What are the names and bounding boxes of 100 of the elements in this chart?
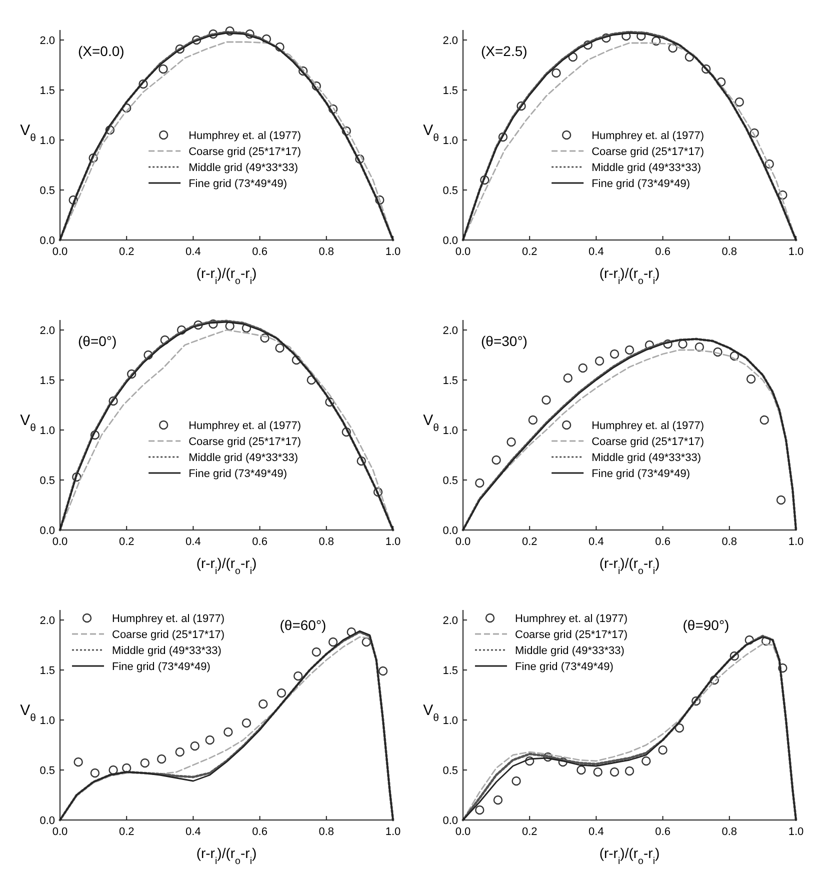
point — [694, 342, 704, 352]
point — [175, 747, 184, 757]
legend-label: Middle grid (49*33*33) — [112, 644, 222, 657]
y-tick-label: 1.0 — [442, 424, 458, 437]
y-tick-label: 2.0 — [40, 34, 55, 47]
y-tick-label: 0.5 — [40, 184, 55, 197]
legend-label: Coarse grid (25*17*17) — [112, 628, 225, 641]
annotation: (X=2.5) — [481, 43, 528, 59]
point — [138, 79, 148, 89]
point — [144, 350, 153, 360]
x-tick-label: 0.8 — [722, 826, 738, 838]
x-tick-label: 0.6 — [252, 536, 268, 548]
point — [692, 696, 701, 706]
x-tick-label: 1.0 — [385, 246, 401, 258]
point — [730, 651, 739, 661]
point — [205, 735, 214, 745]
point — [506, 437, 516, 447]
point — [90, 768, 100, 778]
point — [194, 320, 203, 330]
point — [190, 741, 200, 751]
y-tick-label: 1.5 — [442, 664, 458, 677]
x-tick-label: 1.0 — [788, 246, 804, 258]
x-tick-label: 1.0 — [385, 536, 401, 548]
point — [356, 456, 366, 466]
x-tick-label: 0.0 — [52, 536, 68, 548]
point — [594, 356, 604, 366]
legend-label: Coarse grid (25*17*17) — [515, 628, 628, 641]
point — [658, 745, 668, 755]
point — [576, 765, 586, 775]
y-axis-title: V$_{θ}$ — [20, 702, 36, 724]
x-tick-label: 0.4 — [186, 536, 201, 548]
point — [610, 349, 620, 359]
legend-label: Coarse grid (25*17*17) — [188, 436, 302, 448]
point — [528, 415, 538, 425]
y-tick-label: 0.0 — [442, 524, 458, 537]
y-tick-label: 1.0 — [40, 134, 55, 147]
legend-label: Middle grid (49*33*33) — [592, 452, 702, 464]
y-tick-label: 1.0 — [442, 714, 458, 727]
y-tick-label: 1.5 — [442, 374, 458, 387]
point — [275, 343, 284, 353]
legend-label: Fine grid (73*49*49) — [188, 178, 288, 190]
point — [88, 153, 98, 163]
legend-label: Middle grid (49*33*33) — [592, 162, 702, 174]
point — [578, 363, 588, 373]
point — [778, 663, 788, 673]
x-tick-label: 1.0 — [385, 826, 401, 838]
x-tick-label: 0.6 — [655, 246, 670, 258]
point — [342, 427, 351, 437]
point — [493, 795, 503, 805]
point — [678, 339, 688, 349]
y-tick-label: 0.0 — [40, 814, 55, 827]
x-axis-title: (r-r$_{i}$)/(r$_{o}$-r$_{i}$) — [599, 555, 660, 576]
legend-label: Fine grid (73*49*49) — [515, 660, 614, 673]
x-axis-title: (r-r$_{i}$)/(r$_{o}$-r$_{i}$) — [599, 845, 660, 866]
x-tick-label: 0.2 — [118, 246, 134, 258]
point — [716, 77, 726, 87]
y-tick-label: 1.0 — [40, 424, 55, 437]
point — [375, 195, 384, 205]
y-tick-label: 0.5 — [40, 474, 55, 487]
legend-label: Humphrey et. al (1977) — [592, 420, 704, 432]
point — [373, 487, 383, 497]
point — [760, 415, 769, 425]
y-tick-label: 1.5 — [40, 664, 55, 677]
x-tick-label: 0.4 — [588, 826, 604, 838]
y-axis-title: V$_{θ}$ — [20, 122, 36, 144]
y-tick-label: 1.5 — [442, 84, 458, 97]
x-tick-label: 0.8 — [318, 536, 334, 548]
point — [262, 34, 272, 44]
annotation: (θ=60°) — [280, 617, 326, 633]
point — [298, 66, 308, 76]
point — [778, 190, 788, 200]
x-tick-label: 1.0 — [788, 826, 804, 838]
legend-label: Humphrey et. al (1977) — [592, 130, 704, 142]
point — [355, 154, 364, 164]
point — [105, 125, 115, 135]
point — [746, 374, 756, 384]
point — [552, 68, 561, 78]
y-tick-label: 1.0 — [442, 134, 458, 147]
point — [378, 666, 388, 676]
y-tick-label: 0.0 — [442, 814, 458, 827]
legend-label: Middle grid (49*33*33) — [188, 452, 298, 464]
point — [776, 495, 786, 505]
point — [498, 132, 508, 142]
point — [156, 754, 166, 764]
legend-label: Humphrey et. al (1977) — [515, 612, 628, 625]
y-tick-label: 0.5 — [442, 474, 458, 487]
x-tick-label: 0.0 — [455, 826, 471, 838]
y-tick-label: 1.5 — [40, 84, 55, 97]
y-tick-label: 2.0 — [40, 324, 55, 337]
x-axis-title: (r-r$_{i}$)/(r$_{o}$-r$_{i}$) — [196, 265, 257, 286]
x-tick-label: 0.8 — [318, 826, 334, 838]
point — [208, 319, 218, 329]
x-tick-label: 0.2 — [118, 536, 134, 548]
legend-label: Coarse grid (25*17*17) — [592, 436, 704, 448]
x-tick-label: 0.0 — [52, 826, 68, 838]
x-tick-label: 0.6 — [655, 826, 670, 838]
y-axis-title: V$_{θ}$ — [423, 702, 440, 724]
point — [730, 351, 739, 361]
point — [328, 637, 338, 647]
point — [242, 323, 252, 333]
